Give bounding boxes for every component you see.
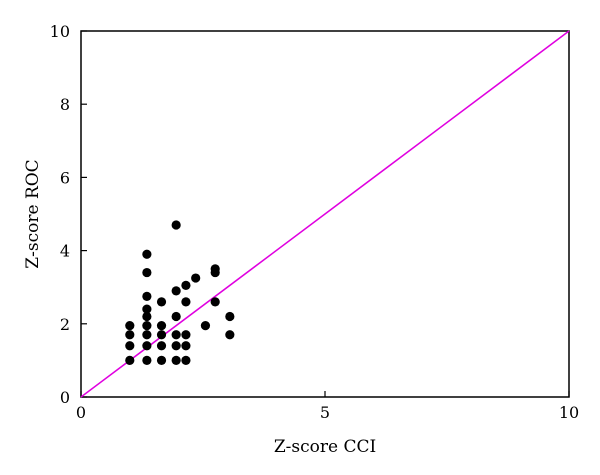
data-point — [181, 341, 191, 351]
x-tick-label: 0 — [76, 403, 86, 422]
data-point — [125, 330, 135, 340]
data-point — [142, 249, 152, 259]
data-point — [181, 355, 191, 365]
data-points — [125, 220, 235, 365]
data-point — [171, 341, 181, 351]
data-point — [181, 330, 191, 340]
data-point — [125, 321, 135, 331]
y-tick-label: 0 — [60, 388, 70, 407]
data-point — [181, 297, 191, 307]
data-point — [156, 321, 167, 331]
data-point — [142, 341, 152, 351]
data-point — [156, 330, 167, 340]
data-point — [142, 267, 152, 278]
data-point — [225, 330, 235, 340]
data-point — [171, 355, 181, 365]
axis-ticks: 0 5 10 0 2 4 6 8 10 — [50, 22, 580, 422]
data-point — [142, 311, 152, 322]
y-tick-label: 2 — [60, 315, 70, 334]
data-point — [171, 286, 181, 296]
data-point — [171, 220, 181, 230]
x-tick-label: 5 — [320, 403, 330, 422]
y-tick-label: 10 — [50, 22, 70, 41]
data-point — [125, 341, 135, 351]
data-point — [210, 297, 220, 307]
y-tick-label: 4 — [60, 242, 70, 261]
data-point — [200, 321, 211, 331]
reference-line — [80, 30, 570, 398]
data-point — [181, 280, 191, 290]
data-point — [171, 330, 181, 340]
data-point — [125, 355, 135, 365]
y-tick-label: 8 — [60, 95, 70, 114]
data-point — [156, 297, 167, 307]
data-point — [156, 341, 167, 351]
y-tick-label: 6 — [60, 168, 70, 187]
data-point — [171, 311, 181, 322]
y-axis-label: Z-score ROC — [23, 159, 43, 268]
x-axis-label: Z-score CCI — [274, 437, 376, 457]
data-point — [156, 355, 167, 365]
data-point — [210, 264, 220, 274]
data-point — [191, 273, 201, 283]
x-tick-label: 10 — [559, 403, 579, 422]
data-point — [142, 291, 152, 301]
data-point — [225, 311, 235, 322]
data-point — [142, 304, 152, 314]
data-point — [142, 321, 152, 331]
data-point — [142, 355, 152, 365]
data-point — [142, 330, 152, 340]
